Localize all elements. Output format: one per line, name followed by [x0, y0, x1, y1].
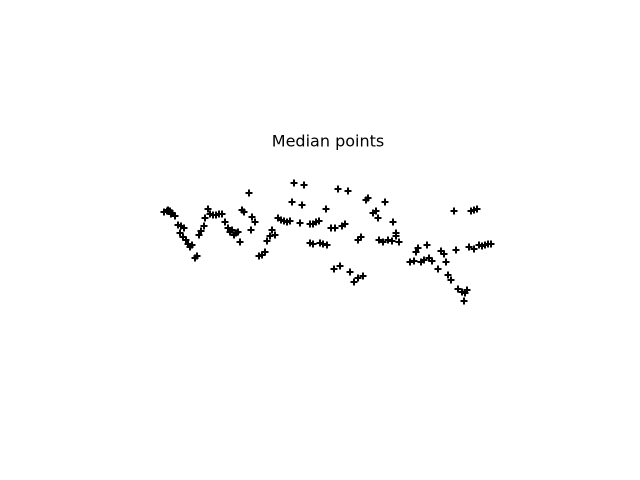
- point: [245, 189, 253, 197]
- point: [288, 198, 296, 206]
- point: [298, 201, 306, 209]
- point: [440, 250, 448, 258]
- point: [465, 243, 473, 251]
- point: [218, 210, 226, 218]
- point: [452, 246, 460, 254]
- point: [195, 231, 203, 239]
- point: [381, 198, 389, 206]
- point: [372, 207, 380, 215]
- point: [188, 241, 196, 249]
- point: [286, 217, 294, 225]
- point: [236, 238, 244, 246]
- point: [240, 208, 248, 216]
- point: [470, 245, 478, 253]
- point: [268, 226, 276, 234]
- point: [374, 214, 382, 222]
- point: [357, 233, 365, 241]
- point: [204, 205, 212, 213]
- point: [463, 286, 471, 294]
- point: [346, 268, 354, 276]
- point: [221, 218, 229, 226]
- point: [359, 272, 367, 280]
- point: [420, 256, 428, 264]
- point: [197, 227, 205, 235]
- point: [248, 213, 256, 221]
- point: [271, 231, 279, 239]
- point: [330, 265, 338, 273]
- point: [341, 220, 349, 228]
- point: [261, 248, 269, 256]
- point: [454, 285, 462, 293]
- point: [164, 206, 172, 214]
- point: [180, 224, 188, 232]
- point: [251, 218, 259, 226]
- point: [200, 222, 208, 230]
- point: [228, 226, 236, 234]
- point: [487, 240, 495, 248]
- point: [336, 262, 344, 270]
- point: [434, 265, 442, 273]
- point: [309, 240, 317, 248]
- point: [323, 241, 331, 249]
- point: [224, 224, 232, 232]
- point: [290, 179, 298, 187]
- point: [392, 229, 400, 237]
- point: [334, 185, 342, 193]
- point: [247, 226, 255, 234]
- point: [344, 187, 352, 195]
- point: [234, 228, 242, 236]
- point: [354, 274, 362, 282]
- point: [412, 248, 420, 256]
- point: [414, 244, 422, 252]
- point: [171, 212, 179, 220]
- point: [423, 241, 431, 249]
- point: [379, 238, 387, 246]
- point: [193, 252, 201, 260]
- point: [460, 297, 468, 305]
- chart-title: Median points: [272, 132, 384, 151]
- point: [167, 210, 175, 218]
- point: [201, 214, 209, 222]
- point: [410, 257, 418, 265]
- point: [442, 258, 450, 266]
- point: [395, 238, 403, 246]
- point: [388, 237, 396, 245]
- point: [444, 271, 452, 279]
- point: [296, 219, 304, 227]
- point: [389, 218, 397, 226]
- point: [450, 207, 458, 215]
- point: [182, 236, 190, 244]
- point: [322, 205, 330, 213]
- point: [428, 257, 436, 265]
- point: [447, 276, 455, 284]
- point: [473, 205, 481, 213]
- point: [375, 236, 383, 244]
- point: [263, 237, 271, 245]
- point: [350, 278, 358, 286]
- point: [176, 229, 184, 237]
- point: [315, 217, 323, 225]
- point: [364, 194, 372, 202]
- point: [331, 224, 339, 232]
- point: [300, 181, 308, 189]
